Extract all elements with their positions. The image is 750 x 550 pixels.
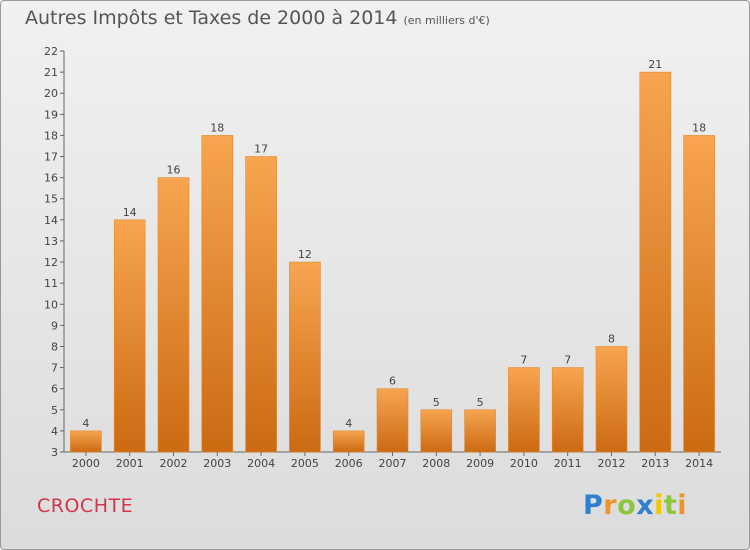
x-tick-label: 2014 <box>685 457 713 470</box>
y-tick-label: 7 <box>51 362 58 375</box>
y-tick-label: 6 <box>51 383 58 396</box>
bar-2007 <box>376 388 409 453</box>
bar-value-label: 21 <box>648 58 662 71</box>
bar-2009 <box>464 409 496 453</box>
proxiti-logo: Proxiti <box>583 490 687 521</box>
x-tick-label: 2013 <box>641 457 669 470</box>
bar-value-label: 4 <box>345 417 352 430</box>
y-tick-label: 18 <box>44 129 58 142</box>
bar-value-label: 7 <box>564 354 571 367</box>
y-tick-label: 8 <box>51 340 58 353</box>
x-tick-label: 2002 <box>160 457 188 470</box>
x-tick-label: 2003 <box>203 457 231 470</box>
x-tick-label: 2004 <box>247 457 275 470</box>
x-tick-label: 2005 <box>291 457 319 470</box>
y-tick-label: 16 <box>44 172 58 185</box>
bar-value-label: 17 <box>254 143 268 156</box>
bar-value-label: 5 <box>433 396 440 409</box>
chart-title: Autres Impôts et Taxes de 2000 à 2014 (en… <box>25 7 490 29</box>
bar-value-label: 4 <box>82 417 89 430</box>
logo-letter: P <box>583 490 604 521</box>
commune-name: CROCHTE <box>37 495 134 517</box>
bar-value-label: 5 <box>477 396 484 409</box>
bar-2002 <box>157 177 190 453</box>
chart-title-text: Autres Impôts et Taxes de 2000 à 2014 <box>25 7 398 29</box>
bar-2010 <box>508 367 540 453</box>
x-tick-label: 2007 <box>379 457 407 470</box>
y-tick-label: 13 <box>44 235 58 248</box>
bar-2006 <box>332 430 365 453</box>
y-tick-label: 22 <box>44 45 58 58</box>
bar-2014 <box>683 135 715 453</box>
x-tick-label: 2010 <box>510 457 538 470</box>
bar-value-label: 6 <box>389 375 396 388</box>
bar-value-label: 16 <box>167 164 181 177</box>
x-tick-label: 2000 <box>72 457 100 470</box>
bar-2013 <box>639 71 672 453</box>
logo-letter: i <box>654 490 664 521</box>
y-tick-label: 9 <box>51 319 58 332</box>
bar-2012 <box>595 346 628 453</box>
bar-2005 <box>289 261 321 453</box>
x-tick-label: 2009 <box>466 457 494 470</box>
bar-value-label: 7 <box>520 354 527 367</box>
logo-letter: o <box>617 490 637 521</box>
x-tick-label: 2011 <box>554 457 582 470</box>
bar-value-label: 18 <box>210 121 224 134</box>
y-tick-label: 17 <box>44 151 58 164</box>
bar-2004 <box>245 156 277 453</box>
y-tick-label: 10 <box>44 298 58 311</box>
y-tick-label: 19 <box>44 108 58 121</box>
logo-letter: r <box>603 490 618 521</box>
logo-letter: i <box>677 490 688 521</box>
bar-value-label: 12 <box>298 248 312 261</box>
bar-2003 <box>201 135 234 453</box>
y-tick-label: 11 <box>44 277 58 290</box>
bar-value-label: 18 <box>692 121 706 134</box>
bar-2000 <box>70 430 102 453</box>
bar-2001 <box>113 219 146 453</box>
y-tick-label: 21 <box>44 66 58 79</box>
bar-2011 <box>551 367 584 453</box>
x-tick-label: 2001 <box>116 457 144 470</box>
y-tick-label: 20 <box>44 87 58 100</box>
y-tick-label: 15 <box>44 193 58 206</box>
logo-letter: t <box>663 490 678 521</box>
y-tick-label: 3 <box>51 446 58 459</box>
logo-letter: x <box>636 490 655 521</box>
x-tick-label: 2008 <box>422 457 450 470</box>
bar-value-label: 14 <box>123 206 137 219</box>
y-tick-label: 5 <box>51 404 58 417</box>
bar-2008 <box>420 409 453 453</box>
x-tick-label: 2006 <box>335 457 363 470</box>
x-tick-label: 2012 <box>598 457 626 470</box>
y-tick-label: 12 <box>44 256 58 269</box>
bar-value-label: 8 <box>608 332 615 345</box>
y-tick-label: 4 <box>51 425 58 438</box>
y-tick-label: 14 <box>44 214 58 227</box>
chart-subtitle: (en milliers d'€) <box>403 14 490 27</box>
